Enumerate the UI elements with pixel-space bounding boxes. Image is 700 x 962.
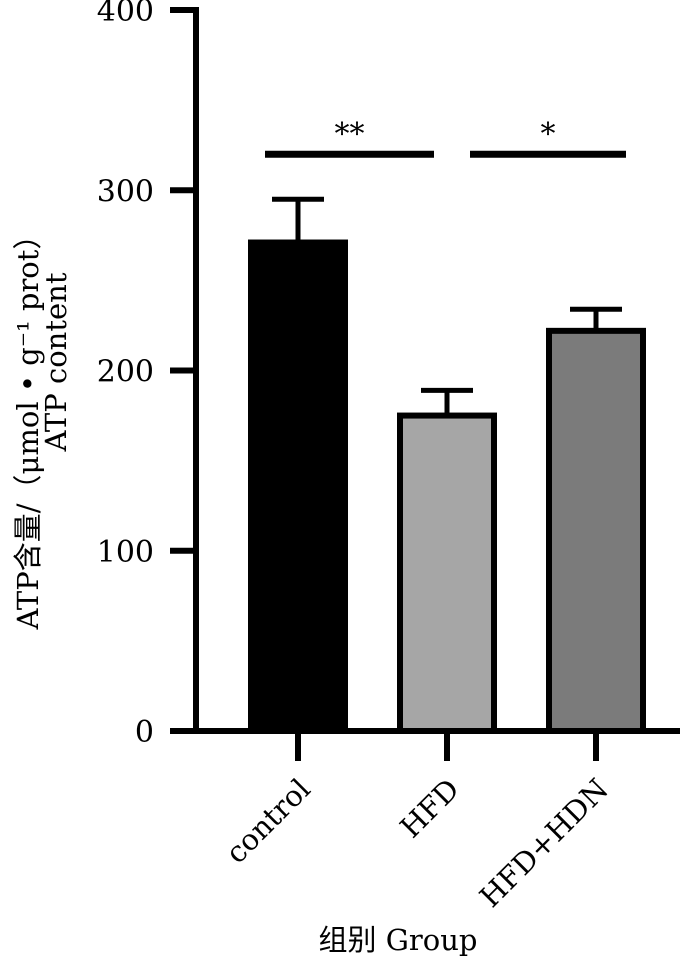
- bar-control: [248, 239, 348, 735]
- x-tick-label: HFD+HDN: [473, 772, 615, 914]
- bars-layer: [248, 239, 646, 735]
- x-ticks-layer: control HFD HFD+HDN: [219, 731, 615, 914]
- significance-label: **: [335, 117, 365, 152]
- x-axis-title: 组别 Group: [319, 923, 478, 957]
- y-ticks-layer: 0 100 200 300 400: [97, 0, 196, 750]
- x-tick-label: control: [219, 772, 317, 870]
- y-axis-title-line1: ATP含量/（μmol • g⁻¹ prot）: [11, 221, 45, 631]
- significance-label: *: [541, 117, 556, 152]
- y-tick-label: 300: [97, 174, 154, 209]
- y-tick-label: 0: [135, 715, 154, 750]
- y-tick-label: 400: [97, 0, 154, 29]
- bar-hfd-hdn: [546, 327, 646, 734]
- bar-hfd: [397, 412, 497, 734]
- error-bars-layer: [272, 196, 622, 416]
- y-axis-title-line2: ATP content: [39, 272, 73, 452]
- y-tick-label: 100: [97, 535, 154, 570]
- y-tick-label: 200: [97, 355, 154, 390]
- significance-layer: ** *: [265, 117, 626, 158]
- x-tick-label: HFD: [393, 772, 466, 845]
